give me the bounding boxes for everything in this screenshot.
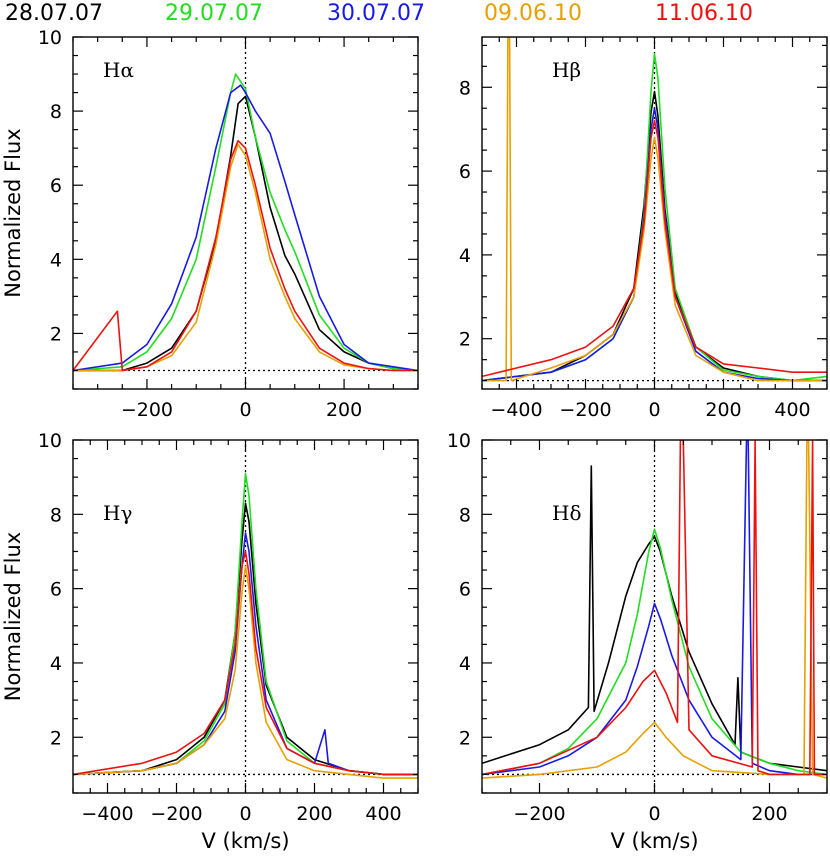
series-line-3 [73, 565, 418, 779]
x-tick-label: −200 [121, 399, 173, 421]
y-tick-label: 6 [50, 579, 62, 601]
x-tick-label: 200 [705, 399, 741, 421]
line-label: Hβ [552, 58, 581, 82]
line-label: Hα [103, 58, 134, 82]
series-line-3 [482, 440, 827, 779]
y-tick-label: 4 [459, 245, 471, 267]
x-axis-label: V (km/s) [201, 829, 289, 853]
series-line-4 [482, 440, 827, 776]
x-axis-label: V (km/s) [610, 829, 698, 853]
y-tick-label: 6 [459, 579, 471, 601]
series-line-1 [73, 73, 418, 372]
series-line-3 [482, 37, 827, 382]
panel-top-right: −400 −200 0 200 400 2 4 6 8 Hβ [459, 36, 828, 421]
x-tick-label: 200 [296, 803, 332, 825]
panel-bottom-left: −400 −200 0 200 400 2 4 6 8 10 Hγ Normalized Flux V … [1, 430, 419, 853]
x-tick-label: 400 [774, 399, 810, 421]
x-tick-label: 0 [648, 399, 660, 421]
y-tick-label: 2 [50, 323, 62, 345]
series-line-0 [73, 502, 418, 776]
x-tick-label: 200 [326, 399, 362, 421]
y-tick-label: 8 [50, 504, 62, 526]
series-line-0 [482, 465, 827, 772]
series-line-2 [482, 107, 827, 382]
line-label: Hδ [552, 501, 581, 525]
x-tick-label: 200 [751, 803, 787, 825]
y-tick-label: 10 [38, 430, 62, 452]
x-tick-label: 0 [239, 803, 251, 825]
panel-top-left: −200 0 200 2 4 6 8 10 Hα Normalized Flux [1, 27, 419, 421]
legend-entry-0: 28.07.07 [5, 1, 103, 26]
legend-entry-4: 11.06.10 [655, 1, 753, 26]
legend-entry-3: 09.06.10 [484, 1, 582, 26]
y-axis-label: Normalized Flux [1, 128, 25, 297]
panel-bottom-right: −200 0 200 2 4 6 8 10 Hδ V (km/s) [447, 430, 828, 853]
series-line-1 [482, 528, 827, 776]
y-tick-label: 4 [459, 653, 471, 675]
y-tick-label: 10 [447, 430, 471, 452]
series-line-4 [482, 120, 827, 378]
y-tick-label: 4 [50, 249, 62, 271]
legend-entry-1: 29.07.07 [165, 1, 263, 26]
series-line-4 [73, 550, 418, 776]
y-tick-label: 10 [38, 27, 62, 49]
y-tick-label: 2 [459, 727, 471, 749]
legend: 28.07.07 29.07.07 30.07.07 09.06.10 11.06.10 [5, 1, 753, 26]
x-tick-label: −200 [150, 803, 202, 825]
legend-entry-2: 30.07.07 [327, 1, 425, 26]
x-tick-label: 0 [239, 399, 251, 421]
y-tick-label: 8 [459, 77, 471, 99]
y-tick-label: 2 [459, 329, 471, 351]
y-tick-label: 8 [459, 504, 471, 526]
x-tick-label: −200 [513, 803, 565, 825]
x-tick-label: 400 [365, 803, 401, 825]
y-tick-label: 2 [50, 727, 62, 749]
y-tick-label: 4 [50, 653, 62, 675]
series-line-4 [73, 139, 418, 372]
series-line-2 [73, 84, 418, 372]
x-tick-label: −400 [81, 803, 133, 825]
y-tick-label: 6 [459, 161, 471, 183]
line-label: Hγ [103, 501, 132, 525]
x-tick-label: −400 [490, 399, 542, 421]
y-tick-label: 8 [50, 101, 62, 123]
y-axis-label: Normalized Flux [1, 532, 25, 701]
series-line-3 [73, 143, 418, 372]
x-tick-label: −200 [559, 399, 611, 421]
y-tick-label: 6 [50, 175, 62, 197]
x-tick-label: 0 [648, 803, 660, 825]
